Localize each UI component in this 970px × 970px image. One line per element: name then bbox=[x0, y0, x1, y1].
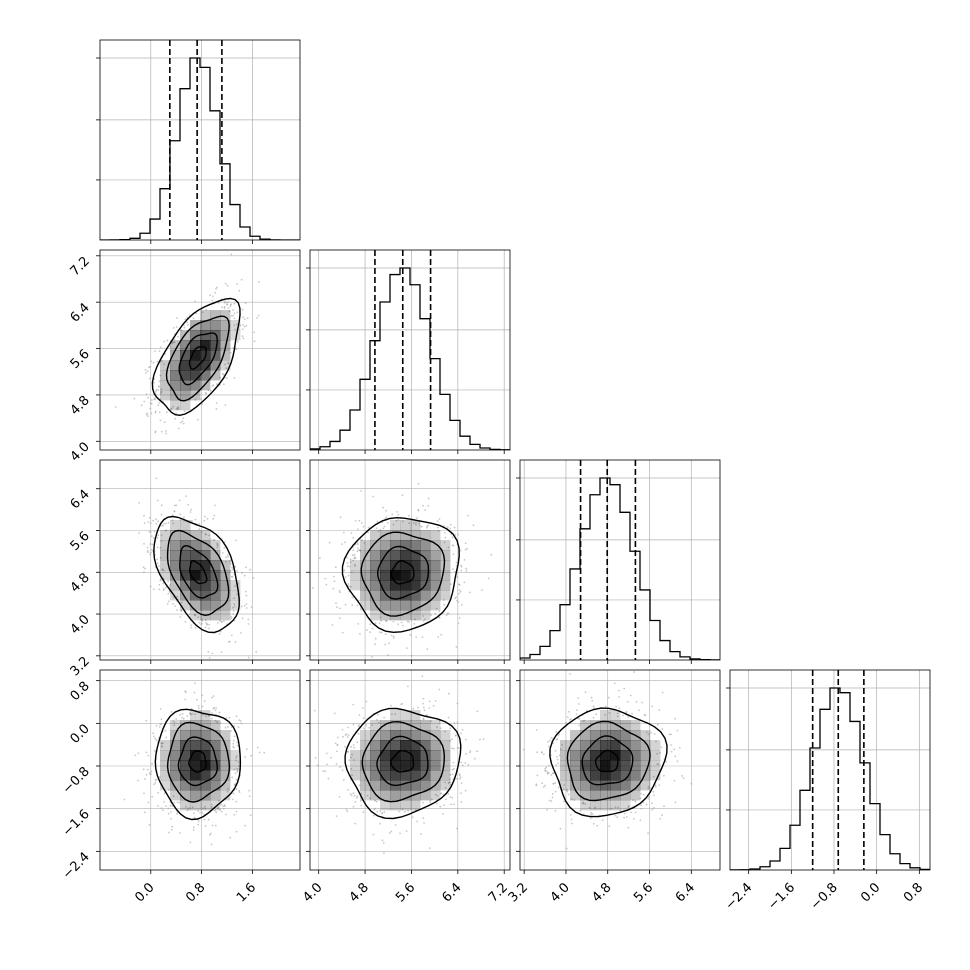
contour-3 bbox=[390, 750, 415, 773]
x-tick-label-1-1: 4.8 bbox=[347, 880, 372, 905]
panel-frame bbox=[99, 669, 301, 871]
scatter-points bbox=[123, 682, 266, 846]
panel-frame bbox=[729, 669, 931, 871]
contour-1 bbox=[360, 531, 446, 617]
panel-3-1 bbox=[306, 669, 511, 874]
contour-3 bbox=[188, 346, 207, 370]
y-tick-label-1-4: 7.2 bbox=[68, 254, 93, 279]
histogram-0 bbox=[100, 57, 300, 240]
histogram-1 bbox=[310, 267, 510, 450]
y-tick-label-1-0: 4.0 bbox=[68, 440, 93, 465]
contour-2 bbox=[177, 736, 219, 787]
contour-1 bbox=[165, 315, 230, 402]
x-tick-label-0-0: 0.0 bbox=[132, 880, 157, 905]
contour-0 bbox=[153, 515, 240, 634]
density-cells bbox=[160, 520, 241, 621]
density-cells bbox=[350, 520, 451, 621]
x-tick-label-2-3: 5.6 bbox=[631, 880, 656, 905]
y-tick-label-2-4: 6.4 bbox=[68, 487, 93, 512]
scatter-points bbox=[522, 671, 693, 850]
panel-frame bbox=[519, 459, 721, 661]
contour-3 bbox=[188, 560, 208, 585]
y-tick-label-3-2: −0.8 bbox=[60, 764, 93, 797]
panel-frame bbox=[309, 249, 511, 451]
x-tick-label-1-0: 4.0 bbox=[300, 880, 325, 905]
x-tick-label-3-4: 0.8 bbox=[901, 880, 926, 905]
x-tick-label-2-2: 4.8 bbox=[589, 880, 614, 905]
x-tick-label-2-0: 3.2 bbox=[506, 880, 531, 905]
panel-frame bbox=[309, 459, 511, 661]
y-tick-label-2-1: 4.0 bbox=[68, 612, 93, 637]
panel-frame bbox=[309, 669, 511, 871]
contour-1 bbox=[566, 720, 651, 802]
contour-0 bbox=[154, 708, 242, 821]
contour-3 bbox=[390, 560, 415, 585]
contour-0 bbox=[151, 297, 241, 417]
contour-1 bbox=[166, 721, 231, 803]
contour-2 bbox=[581, 735, 634, 786]
contour-3 bbox=[188, 750, 207, 773]
x-tick-label-0-2: 1.6 bbox=[234, 880, 259, 905]
y-tick-label-2-2: 4.8 bbox=[68, 570, 93, 595]
contour-1 bbox=[166, 529, 230, 617]
panel-0-0 bbox=[96, 39, 301, 244]
panel-frame bbox=[99, 39, 301, 241]
histogram-2 bbox=[520, 477, 720, 660]
x-tick-label-2-1: 4.0 bbox=[548, 880, 573, 905]
x-tick-label-0-1: 0.8 bbox=[183, 880, 208, 905]
panel-3-2 bbox=[516, 669, 721, 874]
y-tick-label-3-3: 0.0 bbox=[68, 722, 93, 747]
x-tick-label-3-1: −1.6 bbox=[765, 880, 798, 913]
contour-0 bbox=[344, 707, 462, 820]
panel-3-0 bbox=[96, 669, 301, 874]
x-tick-label-3-3: 0.0 bbox=[858, 880, 883, 905]
x-tick-label-3-0: −2.4 bbox=[723, 880, 756, 913]
panel-frame bbox=[519, 669, 721, 871]
panel-3-3 bbox=[726, 669, 931, 874]
contour-2 bbox=[376, 545, 430, 600]
contour-3 bbox=[594, 749, 619, 773]
panel-2-2 bbox=[516, 459, 721, 664]
scatter-points bbox=[313, 675, 485, 854]
y-tick-label-1-2: 5.6 bbox=[68, 347, 93, 372]
y-tick-label-2-3: 5.6 bbox=[68, 529, 93, 554]
y-tick-label-1-3: 6.4 bbox=[68, 300, 93, 325]
x-tick-label-1-2: 5.6 bbox=[393, 880, 418, 905]
panel-1-0 bbox=[96, 249, 301, 454]
y-tick-label-1-1: 4.8 bbox=[68, 393, 93, 418]
density-cells bbox=[560, 710, 661, 811]
y-tick-label-3-1: −1.6 bbox=[60, 807, 93, 840]
panel-2-0 bbox=[96, 459, 301, 664]
panel-1-1 bbox=[306, 249, 511, 454]
histogram-3 bbox=[730, 687, 930, 870]
panel-2-1 bbox=[306, 459, 511, 664]
contour-2 bbox=[178, 332, 218, 386]
x-tick-label-1-3: 6.4 bbox=[439, 880, 464, 905]
contour-0 bbox=[549, 707, 668, 818]
contour-2 bbox=[179, 544, 219, 599]
x-tick-label-2-4: 6.4 bbox=[673, 880, 698, 905]
y-tick-label-2-0: 3.2 bbox=[68, 654, 93, 679]
density-cells bbox=[160, 310, 241, 411]
contour-2 bbox=[376, 735, 429, 787]
y-tick-label-3-0: −2.4 bbox=[60, 850, 93, 883]
contour-0 bbox=[341, 516, 460, 634]
x-tick-label-3-2: −0.8 bbox=[808, 880, 841, 913]
panel-frame bbox=[99, 249, 301, 451]
contour-1 bbox=[361, 720, 446, 803]
y-tick-label-3-4: 0.8 bbox=[68, 679, 93, 704]
panel-frame bbox=[99, 459, 301, 661]
